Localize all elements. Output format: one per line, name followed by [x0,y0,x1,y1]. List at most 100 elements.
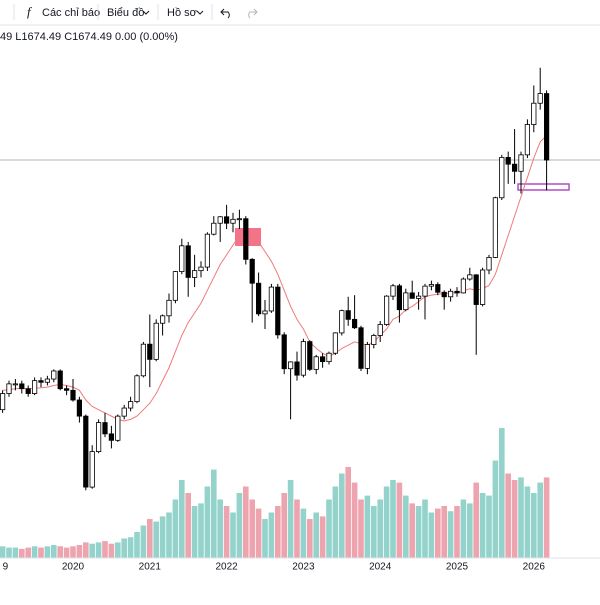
candle-body [64,388,70,391]
volume-bar [255,508,262,558]
volume-bar [351,482,358,558]
candle-body [0,393,6,411]
candle-body [223,216,230,224]
volume-bar [435,508,441,558]
volume-bar [102,541,108,558]
candle-body [524,124,531,156]
candle-body [204,233,210,268]
volume-bar [415,506,422,558]
candle-body [307,341,313,370]
volume-bar [166,512,172,558]
candle-body [403,292,409,311]
volume-bar [537,482,543,558]
candle-body [479,269,486,305]
volume-bar [326,499,332,558]
volume-bar [211,469,217,558]
candle-body [268,286,275,312]
volume-bar [479,493,486,558]
candle-body [537,93,543,104]
ohlc-legend: 49 L1674.49 C1674.49 0.00 (0.00%) [0,31,178,43]
candle-body [531,102,537,125]
candle-body [415,295,422,299]
chart-button[interactable]: Biểu đồ [107,7,144,19]
x-tick-label: 2020 [62,562,85,573]
x-tick-label: 2024 [369,562,392,573]
volume-bar [83,542,89,558]
marker-box [517,183,570,191]
volume-bar [19,548,25,558]
volume-bar [179,480,185,558]
candle-body [435,284,441,293]
candle-body [447,290,454,298]
candle-body [51,370,57,380]
volume-bar [76,545,83,558]
candle-body [127,401,134,409]
candle-body [115,415,121,441]
volume-bar [121,538,127,558]
redo-button[interactable] [248,8,258,19]
candle-body [358,327,364,369]
candle-body [179,245,185,273]
volume-bar [223,506,230,558]
volume-bar [25,547,31,558]
profile-button[interactable]: Hồ sơ [167,7,197,19]
volume-bar [12,547,19,558]
candle-body [96,422,102,453]
candle-body [44,378,51,383]
candle-body [147,343,153,360]
candle-body [102,422,108,435]
volume-bar [198,503,204,558]
candle-body [211,222,217,235]
candle-body [19,383,25,390]
candle-body [166,299,172,317]
candle-body [140,343,146,377]
candle-body [134,375,140,403]
volume-bar [63,547,70,558]
volume-bar [364,495,371,558]
candle-body [486,257,492,271]
volume-bar [6,547,12,558]
volume-bar [505,473,511,558]
dropdown-arrow[interactable] [196,10,204,15]
candle-body [243,218,249,260]
candle-body [191,270,198,278]
volume-bar [268,512,275,558]
candle-body [83,415,89,488]
candle-body [25,388,31,394]
candle-body [70,389,76,401]
volume-bar [236,493,243,558]
candle-body [396,285,403,311]
volume-bar [300,508,307,558]
volume-bar [89,543,95,558]
volume-bar [95,542,102,558]
volume-bar [127,537,134,558]
x-tick-label: 2025 [446,562,469,573]
volume-bar [543,477,550,558]
dropdown-arrow[interactable] [142,10,150,15]
volume-bar [134,532,140,558]
candle-body [422,285,428,297]
volume-bar [57,546,63,558]
candle-body [89,451,95,488]
volume-bar [0,546,6,558]
volume-bar [422,499,428,558]
volume-bar [403,495,409,558]
x-tick-label: 2022 [215,562,238,573]
volume-bar [383,486,390,558]
candle-body [121,407,127,417]
volume-bar [51,545,57,558]
candle-body [326,352,332,363]
volume-bar [140,525,147,558]
candle-body [230,218,236,224]
candle-body [38,380,44,383]
indicators-button[interactable]: Các chỉ báo [42,7,100,19]
volume-bar [38,547,44,558]
candle-body [351,318,358,329]
candle-body [345,310,351,320]
volume-bar [467,503,473,558]
fx-icon[interactable]: f [27,4,33,19]
volume-bar [217,499,223,558]
undo-button[interactable] [220,8,230,19]
candle-body [172,271,178,301]
